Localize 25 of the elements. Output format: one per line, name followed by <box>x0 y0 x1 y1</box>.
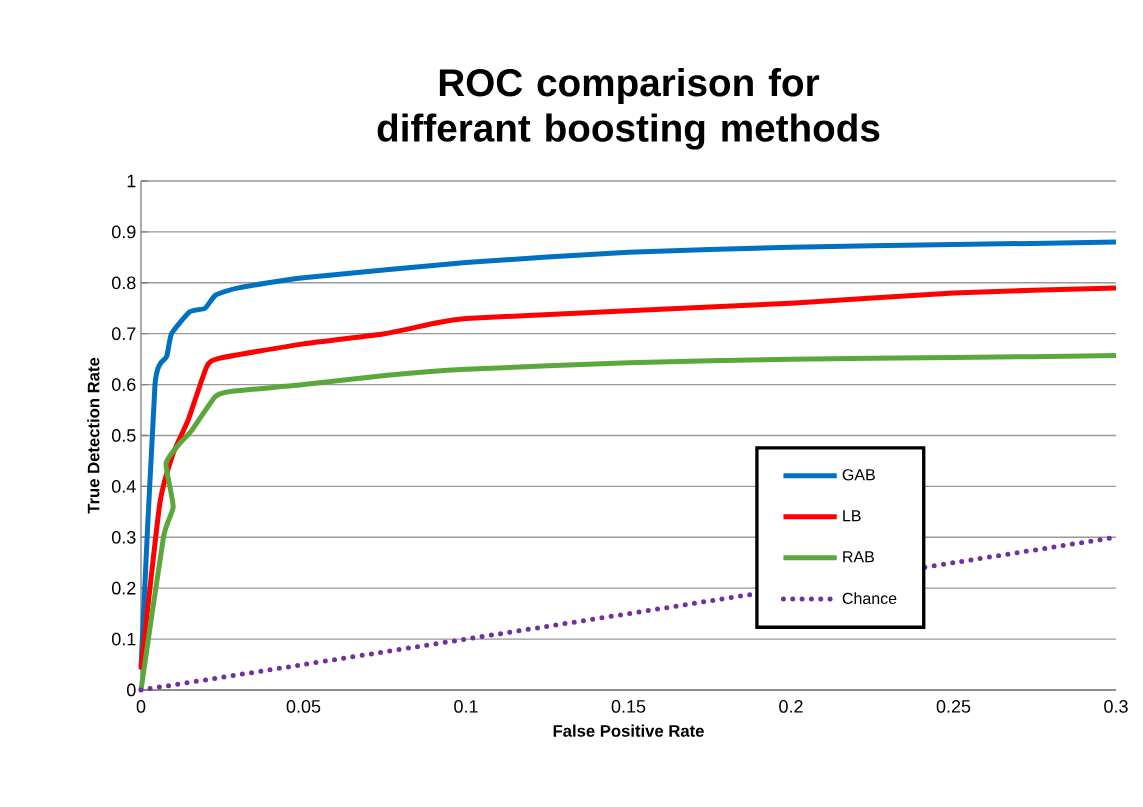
y-tick-label: 0.5 <box>111 429 136 442</box>
x-tick-label: 0.05 <box>286 700 321 713</box>
y-tick-label: 0.4 <box>111 480 136 493</box>
y-tick-label: 0 <box>127 683 136 697</box>
y-axis-title: True Detection Rate <box>87 357 100 514</box>
x-tick-label: 0.1 <box>454 700 478 713</box>
chart-title: ROC comparison for differant boosting methods <box>377 68 880 150</box>
x-tick-label: 0.2 <box>779 700 803 713</box>
legend-label: RAB <box>843 551 874 563</box>
y-tick-label: 0.3 <box>111 530 136 544</box>
x-tick-label: 0.3 <box>1104 700 1128 713</box>
x-axis-title: False Positive Rate <box>553 724 704 737</box>
y-tick-label: 0.6 <box>111 378 136 391</box>
y-tick-label: 1 <box>127 174 136 188</box>
x-tick-label: 0.25 <box>936 700 971 713</box>
y-tick-label: 0.8 <box>111 276 136 290</box>
x-tick-label: 0.15 <box>611 700 646 713</box>
legend-label: GAB <box>842 469 875 481</box>
y-tick-label: 0.2 <box>111 581 136 595</box>
legend-label: LB <box>843 510 861 522</box>
x-tick-label: 0 <box>136 700 146 713</box>
y-tick-label: 0.1 <box>111 632 136 646</box>
legend-label: Chance <box>842 592 897 605</box>
y-tick-label: 0.9 <box>111 225 136 239</box>
y-tick-label: 0.7 <box>111 327 136 341</box>
